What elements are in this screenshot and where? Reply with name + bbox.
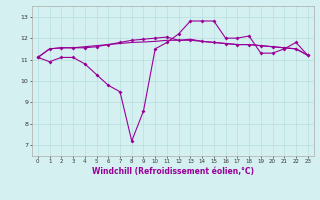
X-axis label: Windchill (Refroidissement éolien,°C): Windchill (Refroidissement éolien,°C) — [92, 167, 254, 176]
